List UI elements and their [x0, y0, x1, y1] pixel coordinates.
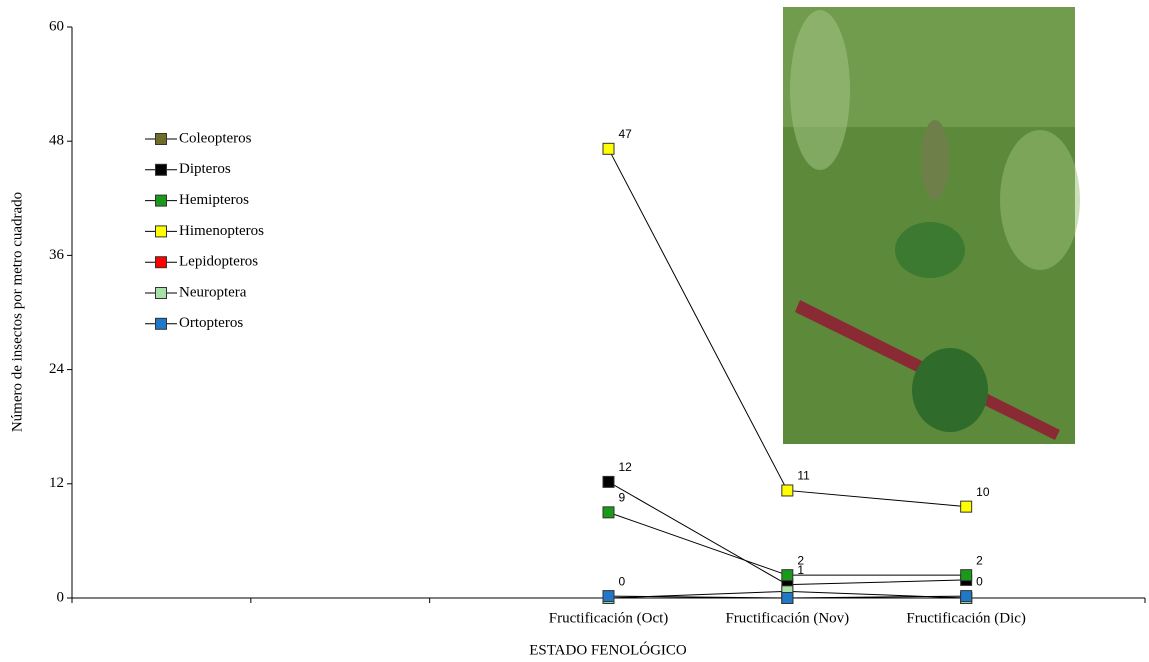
y-tick-label: 36 — [49, 247, 65, 263]
legend-marker — [156, 164, 167, 175]
x-tick-label: Fructificación (Oct) — [549, 610, 669, 626]
marker — [603, 591, 614, 602]
y-axis-title: Número de insectos por metro cuadrado — [9, 192, 25, 432]
legend-marker — [156, 226, 167, 237]
x-tick-label: Fructificación (Dic) — [906, 610, 1026, 626]
y-tick-label: 60 — [49, 18, 64, 34]
value-label: 2 — [976, 553, 983, 567]
legend-label: Dipteros — [179, 161, 231, 177]
marker — [961, 501, 972, 512]
value-label: 10 — [976, 485, 990, 499]
marker — [782, 485, 793, 496]
value-label: 11 — [797, 469, 810, 483]
y-tick-label: 48 — [49, 133, 64, 149]
series-line — [609, 512, 967, 575]
legend-label: Coleopteros — [179, 130, 252, 146]
legend-marker — [156, 288, 167, 299]
chart: Número de insectos por metro cuadrado ES… — [0, 0, 1149, 662]
marker — [961, 570, 972, 581]
legend-marker — [156, 134, 167, 145]
x-tick-label: Fructificación (Nov) — [725, 610, 849, 626]
y-tick-label: 0 — [57, 589, 65, 605]
marker — [603, 476, 614, 487]
marker — [782, 593, 793, 604]
value-label: 0 — [619, 574, 626, 588]
marker — [603, 507, 614, 518]
legend-label: Ortopteros — [179, 315, 243, 331]
legend-marker — [156, 195, 167, 206]
x-axis-title: ESTADO FENOLÓGICO — [529, 641, 687, 658]
value-label: 0 — [976, 574, 983, 588]
y-tick-label: 12 — [49, 475, 64, 491]
legend-label: Lepidopteros — [179, 254, 258, 270]
marker — [961, 591, 972, 602]
marker — [603, 143, 614, 154]
legend-marker — [156, 318, 167, 329]
legend-label: Hemipteros — [179, 192, 249, 208]
marker — [782, 570, 793, 581]
legend-label: Himenopteros — [179, 223, 264, 239]
y-tick-label: 24 — [49, 361, 65, 377]
legend-label: Neuroptera — [179, 284, 247, 300]
value-label: 47 — [619, 127, 633, 141]
value-label: 2 — [797, 553, 804, 567]
legend-marker — [156, 257, 167, 268]
value-label: 12 — [619, 460, 633, 474]
photo — [783, 7, 1080, 444]
value-label: 9 — [619, 491, 626, 505]
